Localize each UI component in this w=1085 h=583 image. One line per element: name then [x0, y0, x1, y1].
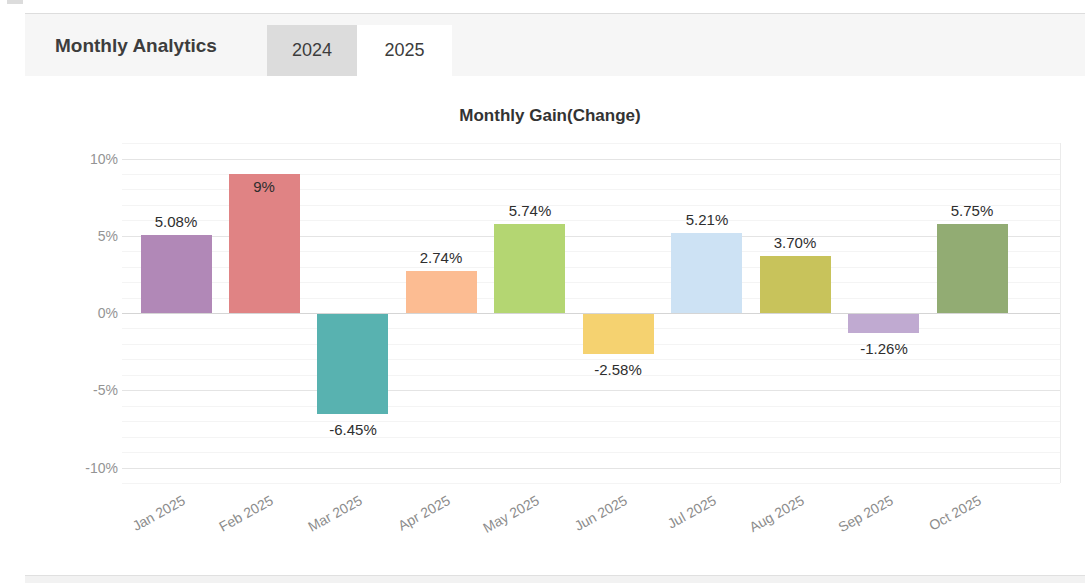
y-axis-label: -5%: [58, 382, 118, 398]
gridline-minor: [122, 143, 1060, 144]
chart-bar-jan-2025[interactable]: [141, 235, 212, 313]
x-axis-label: Sep 2025: [792, 492, 896, 559]
bar-value-label: -1.26%: [839, 340, 929, 357]
chart-bar-mar-2025[interactable]: [317, 314, 388, 414]
gridline-minor: [122, 406, 1060, 407]
gridline-minor: [122, 483, 1060, 484]
y-axis-label: -10%: [58, 460, 118, 476]
bar-value-label: 5.74%: [485, 202, 575, 219]
bar-value-label: 5.21%: [662, 211, 752, 228]
bottom-strip: [25, 575, 1085, 583]
x-axis-label: Apr 2025: [349, 492, 453, 559]
y-axis-label: 5%: [58, 228, 118, 244]
x-axis-label: Aug 2025: [703, 492, 807, 559]
gridline-major: [122, 390, 1060, 391]
y-axis-label: 10%: [58, 151, 118, 167]
bar-value-label: 2.74%: [396, 249, 486, 266]
chart-area: 10% 5% 0% -5% -10% 5.08% 9% -6.45% 2.74% 5.74% -2.…: [0, 0, 1085, 583]
chart-bar-jul-2025[interactable]: [671, 233, 742, 313]
x-axis-label: Jun 2025: [526, 492, 630, 559]
gridline-minor: [122, 359, 1060, 360]
plot-right-border: [1060, 143, 1061, 483]
chart-bar-may-2025[interactable]: [494, 224, 565, 313]
chart-bar-jun-2025[interactable]: [583, 314, 654, 354]
bar-value-label: 3.70%: [750, 234, 840, 251]
chart-bar-aug-2025[interactable]: [760, 256, 831, 313]
gridline-minor: [122, 437, 1060, 438]
bar-value-label: 5.75%: [927, 202, 1017, 219]
gridline-major: [122, 468, 1060, 469]
x-axis-label: Feb 2025: [172, 492, 276, 559]
chart-bar-apr-2025[interactable]: [406, 271, 477, 313]
page: Monthly Analytics 2024 2025 Monthly Gain…: [0, 0, 1085, 583]
x-axis-label: May 2025: [438, 492, 542, 559]
x-axis-label: Jul 2025: [615, 492, 719, 559]
bar-value-label: -6.45%: [308, 421, 398, 438]
bar-value-label: 5.08%: [131, 213, 221, 230]
gridline-major: [122, 159, 1060, 160]
x-axis-label: Jan 2025: [84, 492, 188, 559]
x-axis-label: Oct 2025: [880, 492, 984, 559]
gridline-minor: [122, 452, 1060, 453]
chart-bar-oct-2025[interactable]: [937, 224, 1008, 313]
chart-bar-sep-2025[interactable]: [848, 314, 919, 333]
y-axis-label: 0%: [58, 305, 118, 321]
bar-value-label: -2.58%: [573, 361, 663, 378]
gridline-minor: [122, 421, 1060, 422]
bar-value-label: 9%: [219, 178, 309, 195]
x-axis-label: Mar 2025: [261, 492, 365, 559]
